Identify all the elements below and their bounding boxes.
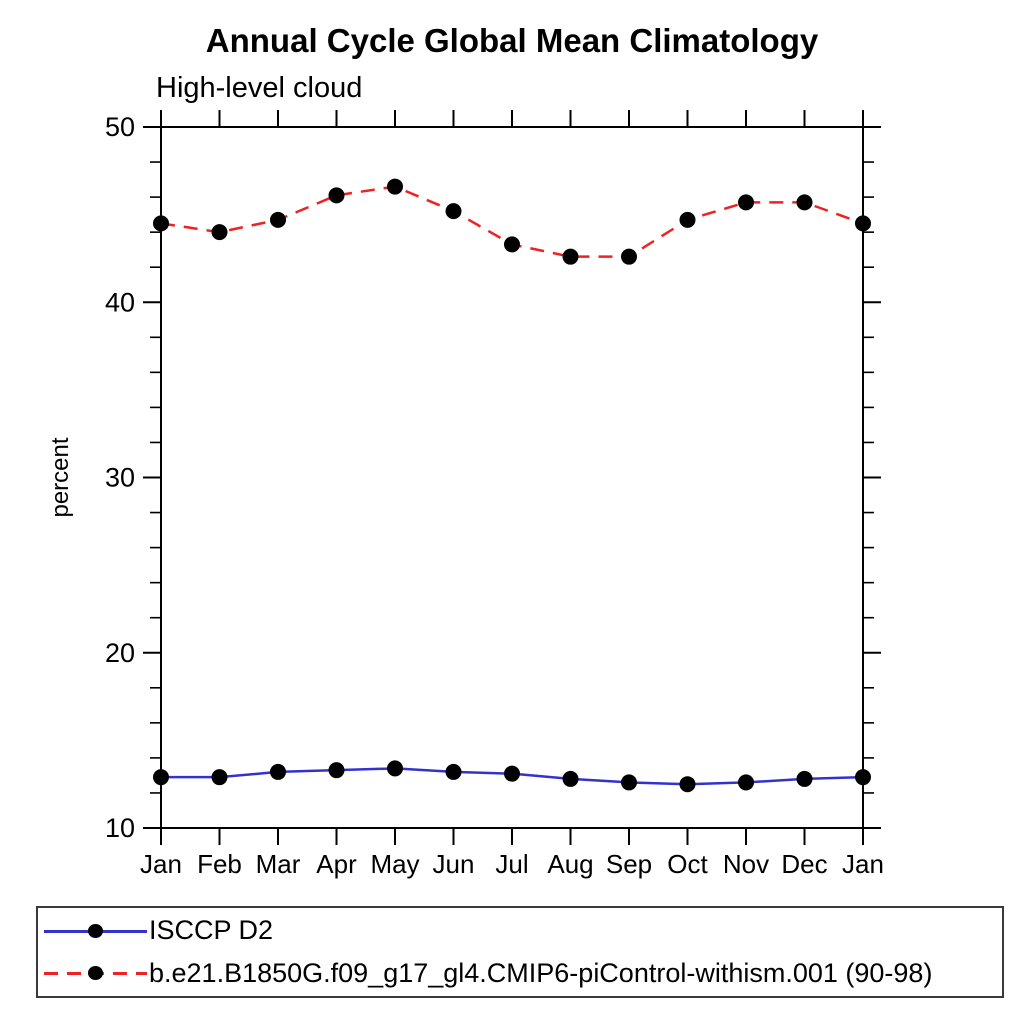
data-point bbox=[679, 776, 696, 793]
x-tick-label: Sep bbox=[606, 849, 652, 879]
data-point bbox=[562, 248, 579, 265]
x-tick-label: Nov bbox=[723, 849, 769, 879]
data-point bbox=[445, 203, 462, 220]
data-point bbox=[445, 763, 462, 780]
data-point bbox=[153, 769, 169, 786]
legend-marker-dot bbox=[88, 966, 103, 981]
data-point bbox=[796, 770, 813, 787]
legend-item-label: ISCCP D2 bbox=[149, 915, 274, 946]
data-point bbox=[504, 765, 520, 782]
y-tick-label: 50 bbox=[105, 112, 135, 142]
x-tick-label: Mar bbox=[256, 849, 301, 879]
legend-item: ISCCP D2 bbox=[38, 911, 1002, 951]
data-point bbox=[621, 248, 637, 265]
data-point bbox=[270, 763, 286, 780]
y-tick-label: 10 bbox=[105, 813, 135, 843]
legend-line-sample-dashed bbox=[44, 965, 147, 981]
data-point bbox=[855, 769, 871, 786]
x-tick-label: Aug bbox=[547, 849, 593, 879]
x-tick-label: Jul bbox=[495, 849, 528, 879]
legend: ISCCP D2 b.e21.B1850G.f09_g17_gl4.CMIP6-… bbox=[36, 906, 1004, 998]
data-point bbox=[679, 211, 696, 228]
legend-item-label: b.e21.B1850G.f09_g17_gl4.CMIP6-piControl… bbox=[149, 957, 933, 988]
data-point bbox=[855, 215, 871, 232]
chart-subtitle: High-level cloud bbox=[156, 72, 363, 104]
data-point bbox=[211, 769, 228, 786]
data-point bbox=[153, 215, 169, 232]
axis-frame bbox=[160, 126, 864, 829]
y-tick-label: 30 bbox=[105, 463, 135, 493]
data-point bbox=[621, 774, 637, 791]
data-point bbox=[504, 236, 520, 253]
x-tick-label: Apr bbox=[316, 849, 357, 879]
data-point bbox=[387, 178, 403, 195]
data-point bbox=[328, 187, 345, 204]
x-tick-label: Feb bbox=[197, 849, 242, 879]
x-tick-label: Jan bbox=[842, 849, 884, 879]
x-tick-label: Dec bbox=[781, 849, 827, 879]
data-point bbox=[211, 224, 228, 241]
legend-item: b.e21.B1850G.f09_g17_gl4.CMIP6-piControl… bbox=[38, 953, 1002, 993]
legend-line-sample-solid bbox=[44, 923, 147, 939]
data-point bbox=[796, 194, 813, 211]
x-tick-label: Jun bbox=[433, 849, 475, 879]
data-point bbox=[387, 760, 403, 777]
data-point bbox=[328, 762, 345, 779]
y-tick-label: 40 bbox=[105, 287, 135, 317]
data-point bbox=[738, 194, 754, 211]
y-tick-label: 20 bbox=[105, 638, 135, 668]
data-point bbox=[270, 211, 286, 228]
page-title: Annual Cycle Global Mean Climatology bbox=[205, 22, 819, 59]
x-tick-label: Jan bbox=[140, 849, 182, 879]
x-tick-label: May bbox=[370, 849, 419, 879]
x-tick-label: Oct bbox=[667, 849, 708, 879]
y-axis-label: percent bbox=[47, 437, 74, 517]
data-point bbox=[738, 774, 754, 791]
legend-marker-dot bbox=[88, 923, 103, 938]
data-point bbox=[562, 770, 579, 787]
